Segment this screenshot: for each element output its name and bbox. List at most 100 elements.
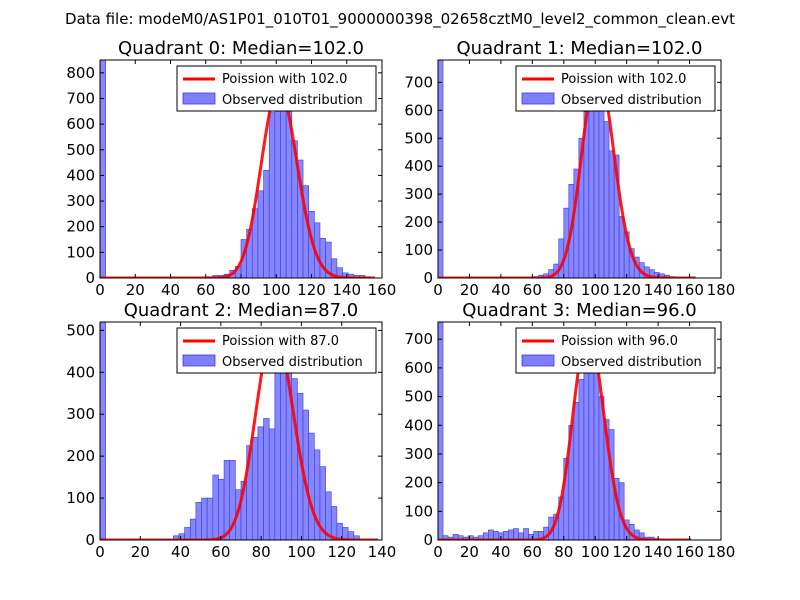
legend: Poission with 87.0 Observed distribution	[176, 327, 377, 374]
histogram-bar	[598, 94, 605, 278]
histogram-bar	[438, 60, 444, 278]
poisson-curve	[100, 328, 378, 540]
histogram-bar	[223, 460, 231, 540]
histogram-bar	[195, 501, 202, 540]
quadrant-0-panel: 0 20 40 60 80 100 120 140 160 0 100 200 300 400 500 600…	[66, 38, 396, 299]
y-tick-label: 500	[404, 129, 433, 147]
y-tick-label: 700	[404, 73, 433, 91]
legend: Poission with 102.0 Observed distribution	[176, 65, 377, 112]
histogram-bar	[184, 527, 191, 540]
legend-label-observed: Observed distribution	[561, 93, 702, 108]
x-tick-label: 20	[131, 543, 150, 561]
x-tick-label: 20	[126, 281, 145, 299]
histogram-bar	[100, 322, 106, 540]
histogram-bar	[593, 366, 600, 540]
x-tick-label: 100	[287, 543, 316, 561]
y-tick-label: 0	[423, 269, 433, 287]
x-tick-label: 40	[171, 543, 190, 561]
y-tick-label: 800	[66, 64, 95, 82]
y-tick-label: 100	[404, 241, 433, 259]
y-tick-label: 600	[66, 115, 95, 133]
y-tick-label: 0	[85, 269, 95, 287]
y-tick-label: 100	[66, 489, 95, 507]
x-tick-label: 20	[460, 281, 479, 299]
histogram-bar	[206, 497, 214, 540]
histogram-bar	[274, 100, 281, 278]
histogram-bar	[201, 497, 208, 540]
histogram-bar	[330, 506, 338, 540]
x-tick-label: 120	[612, 281, 641, 299]
y-tick-label: 600	[404, 359, 433, 377]
histogram-bar	[523, 528, 529, 540]
legend-label-observed: Observed distribution	[222, 355, 363, 370]
x-tick-label: 40	[491, 281, 510, 299]
x-tick-label: 60	[211, 543, 230, 561]
y-tick-label: 300	[404, 185, 433, 203]
histogram-bar	[189, 518, 197, 540]
quadrant-1-plot-area	[438, 60, 696, 278]
axes-frame	[99, 321, 383, 541]
figure-title: Data file: modeM0/AS1P01_010T01_90000003…	[65, 10, 735, 29]
x-tick-label: 140	[644, 543, 673, 561]
quadrant-3-title: Quadrant 3: Median=96.0	[462, 300, 697, 321]
y-tick-label: 400	[404, 157, 433, 175]
y-tick-label: 400	[66, 166, 95, 184]
x-tick-label: 60	[523, 543, 542, 561]
histogram-bar	[608, 150, 615, 278]
legend-label-observed: Observed distribution	[222, 93, 363, 108]
histogram-bar	[263, 418, 270, 540]
legend: Poission with 102.0 Observed distribution	[515, 65, 716, 112]
histogram-bar	[438, 322, 444, 540]
x-tick-label: 100	[581, 281, 610, 299]
poisson-curve	[100, 86, 375, 278]
x-tick-label: 140	[368, 543, 397, 561]
histogram-bar	[513, 528, 519, 540]
y-tick-label: 600	[404, 101, 433, 119]
histogram-bar	[100, 60, 106, 278]
y-tick-label: 500	[66, 321, 95, 339]
x-tick-label: 80	[231, 281, 250, 299]
y-tick-label: 200	[66, 447, 95, 465]
histogram-bar	[319, 237, 326, 278]
legend-label-poisson: Poission with 102.0	[222, 72, 347, 87]
histogram-bar	[588, 110, 595, 278]
legend-bar-swatch	[182, 92, 216, 105]
x-tick-label: 80	[554, 543, 573, 561]
x-tick-label: 40	[491, 543, 510, 561]
y-tick-label: 300	[66, 405, 95, 423]
histogram-bar	[212, 474, 219, 540]
poisson-curve	[438, 68, 696, 278]
legend-label-observed: Observed distribution	[561, 355, 702, 370]
legend-label-poisson: Poission with 102.0	[561, 72, 686, 87]
x-tick-label: 180	[707, 281, 736, 299]
quadrant-0-title: Quadrant 0: Median=102.0	[118, 38, 364, 59]
axes-frame	[437, 59, 722, 279]
x-tick-label: 160	[675, 543, 704, 561]
x-tick-label: 160	[368, 281, 397, 299]
y-tick-label: 700	[66, 89, 95, 107]
legend-bar-swatch	[182, 354, 216, 367]
x-tick-label: 120	[612, 543, 641, 561]
x-tick-label: 120	[327, 543, 356, 561]
x-tick-label: 80	[252, 543, 271, 561]
histogram-bar	[308, 432, 315, 540]
x-tick-label: 0	[433, 543, 443, 561]
histogram-bar	[573, 402, 580, 540]
quadrant-1-panel: 0 20 40 60 80 100 120 140 160 1800100200300400500…	[404, 38, 735, 299]
x-tick-label: 80	[554, 281, 573, 299]
y-tick-label: 300	[404, 445, 433, 463]
x-tick-label: 100	[581, 543, 610, 561]
histogram-bar	[218, 478, 225, 540]
x-tick-label: 0	[433, 281, 443, 299]
y-tick-label: 200	[66, 218, 95, 236]
y-tick-label: 700	[404, 330, 433, 348]
x-tick-label: 60	[196, 281, 215, 299]
y-tick-label: 200	[404, 474, 433, 492]
histogram-bar	[263, 169, 270, 278]
legend-label-poisson: Poission with 87.0	[222, 334, 339, 349]
x-tick-label: 140	[332, 281, 361, 299]
histogram-bar	[257, 190, 264, 278]
quadrant-2-title: Quadrant 2: Median=87.0	[124, 300, 359, 321]
legend: Poission with 96.0 Observed distribution	[515, 327, 716, 374]
